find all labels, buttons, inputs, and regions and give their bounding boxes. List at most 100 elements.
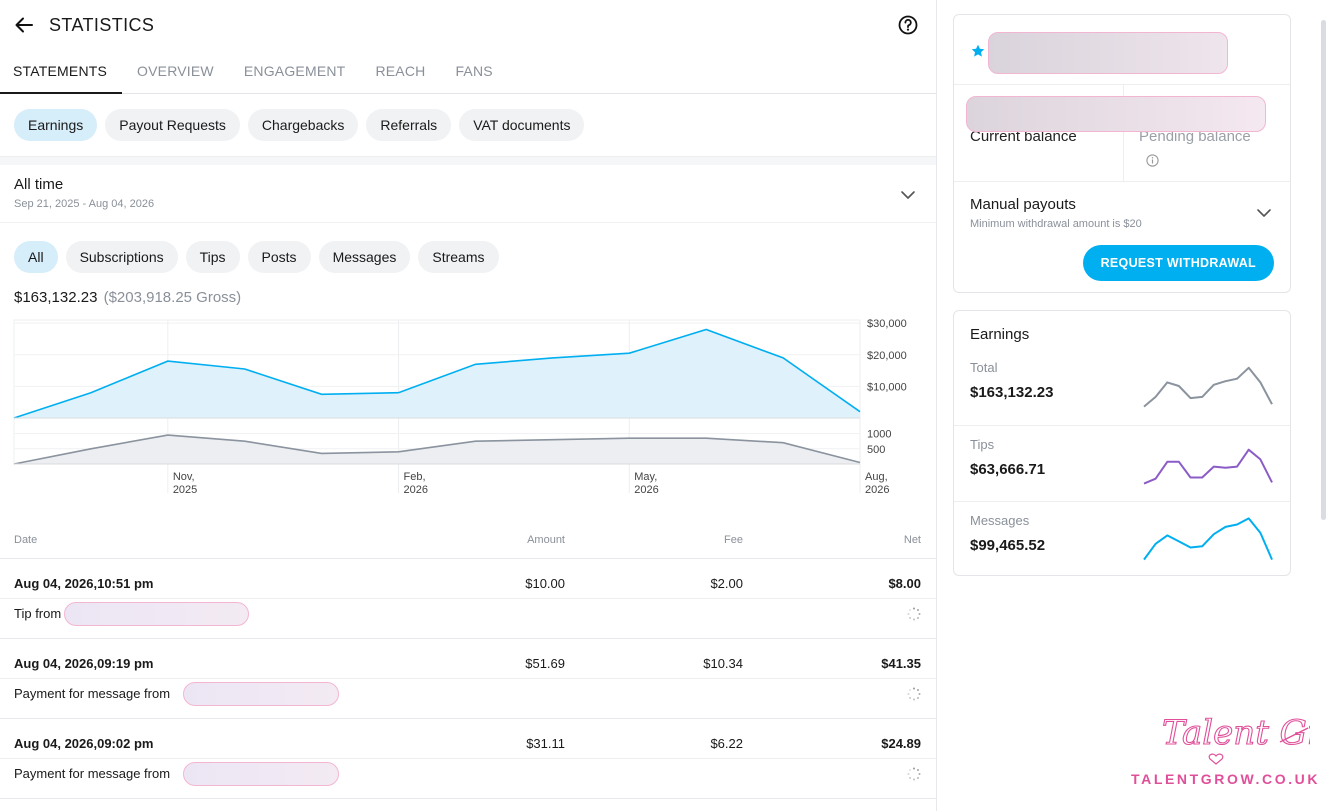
earnings-row-value: $163,132.23 — [970, 384, 1054, 401]
scrollbar[interactable] — [1321, 20, 1326, 520]
date-range-selector[interactable]: All time Sep 21, 2025 - Aug 04, 2026 — [0, 165, 936, 223]
source-filter-chips: All Subscriptions Tips Posts Messages St… — [0, 241, 936, 273]
earnings-row-total[interactable]: Total $163,132.23 — [954, 349, 1290, 425]
svg-text:Talent Grow: Talent Grow — [1162, 713, 1310, 753]
x-tick-label: 2026 — [634, 484, 658, 496]
y-tick-label: 500 — [867, 444, 885, 456]
series-area — [14, 329, 860, 418]
transactions-table: Aug 04, 2026,10:51 pm $10.00 $2.00 $8.00… — [0, 559, 936, 799]
x-tick-label: Aug, — [865, 471, 888, 483]
payout-subtitle: Minimum withdrawal amount is $20 — [970, 218, 1142, 230]
gross-total: ($203,918.25 Gross) — [103, 289, 242, 306]
x-tick-label: 2026 — [865, 484, 889, 496]
y-tick-label: $30,000 — [867, 318, 907, 330]
row-description: Payment for message from — [14, 686, 171, 701]
statistics-main: STATISTICS STATEMENTS OVERVIEW ENGAGEMEN… — [0, 0, 937, 811]
row-fee: $2.00 — [710, 576, 743, 591]
x-tick-label: Feb, — [404, 471, 426, 483]
earnings-row-messages[interactable]: Messages $99,465.52 — [954, 501, 1290, 577]
redacted-username — [183, 682, 339, 706]
table-row[interactable]: Aug 04, 2026,10:51 pm $10.00 $2.00 $8.00… — [0, 559, 936, 639]
request-withdrawal-button[interactable]: REQUEST WITHDRAWAL — [1082, 245, 1274, 281]
earnings-chart: $30,000 $20,000 $10,000 1000 500 Nov,2025 Feb,… — [13, 318, 907, 496]
chip-chargebacks[interactable]: Chargebacks — [247, 109, 359, 141]
redacted-username — [64, 602, 249, 626]
tab-fans[interactable]: FANS — [455, 63, 493, 79]
filter-tips[interactable]: Tips — [185, 241, 240, 273]
arrow-left-icon[interactable] — [14, 14, 36, 36]
page-title: STATISTICS — [49, 14, 155, 35]
filter-subscriptions[interactable]: Subscriptions — [65, 241, 178, 273]
chip-vat-documents[interactable]: VAT documents — [459, 109, 585, 141]
row-date: Aug 04, 2026,10:51 pm — [14, 576, 154, 591]
manual-payouts: Manual payouts Minimum withdrawal amount… — [954, 182, 1290, 292]
sparkline-path — [1143, 366, 1273, 408]
series-line — [13, 434, 861, 465]
row-description: Tip from — [14, 606, 62, 621]
y-tick-label: 1000 — [867, 429, 891, 441]
header-fee: Fee — [724, 534, 743, 546]
filter-messages[interactable]: Messages — [318, 241, 411, 273]
earnings-card-title: Earnings — [970, 326, 1030, 343]
header-amount: Amount — [527, 534, 565, 546]
chevron-down-icon[interactable] — [900, 187, 916, 203]
row-date: Aug 04, 2026,09:02 pm — [14, 736, 154, 751]
series-line — [13, 328, 861, 419]
chip-payout-requests[interactable]: Payout Requests — [105, 109, 240, 141]
loading-spinner-icon — [907, 607, 921, 621]
x-tick-label: May, — [634, 471, 657, 483]
tab-reach[interactable]: REACH — [375, 63, 426, 79]
table-header: Date Amount Fee Net — [0, 530, 936, 559]
row-net: $41.35 — [881, 656, 921, 671]
pending-balance-label: Pending balance — [1139, 128, 1251, 145]
loading-spinner-icon — [907, 687, 921, 701]
filter-all[interactable]: All — [14, 241, 58, 273]
chip-earnings[interactable]: Earnings — [14, 109, 98, 141]
balance-card: Current balance Pending balance Manual p… — [953, 14, 1291, 293]
earnings-row-value: $99,465.52 — [970, 537, 1046, 554]
filter-posts[interactable]: Posts — [247, 241, 311, 273]
payout-title: Manual payouts — [970, 196, 1076, 213]
sparkline-tips — [1143, 448, 1273, 485]
net-total: $163,132.23 — [14, 289, 98, 306]
earnings-total: $163,132.23 ($203,918.25 Gross) — [0, 273, 936, 311]
table-row[interactable]: Aug 04, 2026,09:19 pm $51.69 $10.34 $41.… — [0, 639, 936, 719]
balances: Current balance Pending balance — [954, 85, 1290, 182]
row-fee: $10.34 — [703, 656, 743, 671]
account-header — [954, 15, 1290, 85]
row-net: $8.00 — [888, 576, 921, 591]
chip-referrals[interactable]: Referrals — [366, 109, 452, 141]
filter-streams[interactable]: Streams — [418, 241, 499, 273]
star-icon — [971, 44, 985, 57]
earnings-card: Earnings Total $163,132.23 Tips $63,666.… — [953, 310, 1291, 576]
talentgrow-logo: Talent Grow — [1161, 712, 1310, 765]
row-date: Aug 04, 2026,09:19 pm — [14, 656, 154, 671]
row-description: Payment for message from — [14, 766, 171, 781]
earnings-row-tips[interactable]: Tips $63,666.71 — [954, 425, 1290, 501]
sparkline-messages — [1143, 517, 1273, 561]
help-circle-icon[interactable] — [898, 15, 918, 35]
row-amount: $10.00 — [525, 576, 565, 591]
earnings-row-label: Total — [970, 360, 998, 375]
info-icon[interactable] — [1146, 154, 1159, 167]
x-tick-label: 2026 — [404, 484, 428, 496]
section-divider — [0, 157, 936, 165]
redacted-account-name — [988, 32, 1228, 74]
statement-type-chips: Earnings Payout Requests Chargebacks Ref… — [0, 94, 936, 157]
tab-engagement[interactable]: ENGAGEMENT — [243, 63, 346, 79]
redacted-balance-values — [966, 96, 1266, 132]
range-title: All time — [14, 176, 64, 193]
x-tick-label: Nov, — [173, 471, 195, 483]
chevron-down-icon[interactable] — [1256, 205, 1272, 221]
loading-spinner-icon — [907, 767, 921, 781]
earnings-row-label: Messages — [970, 513, 1030, 528]
row-net: $24.89 — [881, 736, 921, 751]
top-bar: STATISTICS — [0, 0, 936, 50]
tab-overview[interactable]: OVERVIEW — [137, 63, 214, 79]
sparkline-path — [1143, 448, 1273, 485]
current-balance-label: Current balance — [970, 128, 1077, 145]
tab-statements[interactable]: STATEMENTS — [0, 49, 123, 94]
brand-url: TALENTGROW.CO.UK — [1131, 771, 1321, 787]
range-subtitle: Sep 21, 2025 - Aug 04, 2026 — [14, 198, 155, 210]
table-row[interactable]: Aug 04, 2026,09:02 pm $31.11 $6.22 $24.8… — [0, 719, 936, 799]
